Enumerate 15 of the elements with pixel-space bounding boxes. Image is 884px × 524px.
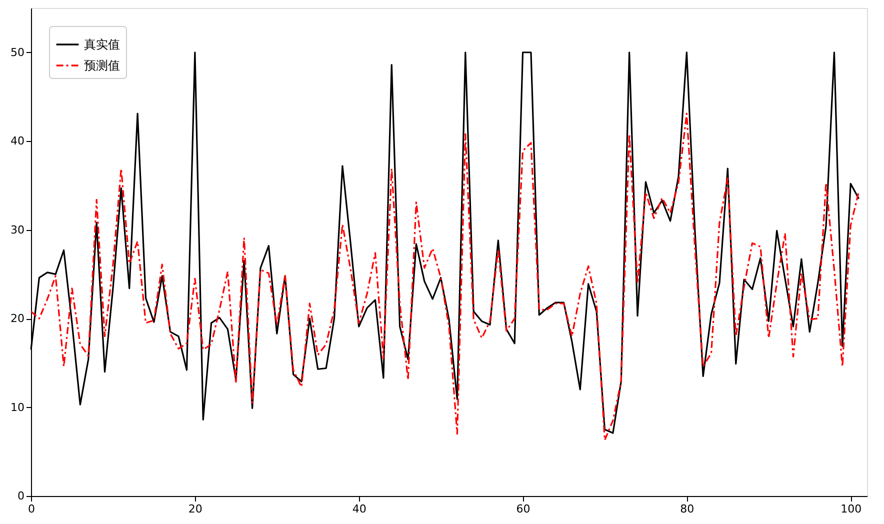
y-tick-label: 10 [10, 400, 24, 414]
x-tick-label: 40 [352, 502, 366, 516]
x-tick-label: 60 [516, 502, 530, 516]
y-tick-label: 50 [10, 46, 24, 59]
y-tick-label: 30 [10, 223, 24, 236]
x-tick-label: 100 [840, 502, 862, 516]
y-tick-label: 0 [18, 490, 24, 502]
y-tick-label: 20 [10, 312, 24, 326]
legend-label: 预测值 [84, 58, 120, 72]
x-tick-label: 20 [188, 502, 202, 516]
x-tick-label: 80 [680, 502, 694, 516]
legend-label: 真实值 [84, 38, 120, 52]
line-series [30, 112, 860, 441]
y-tick-label: 40 [10, 134, 24, 148]
x-tick-label: 0 [28, 502, 35, 516]
